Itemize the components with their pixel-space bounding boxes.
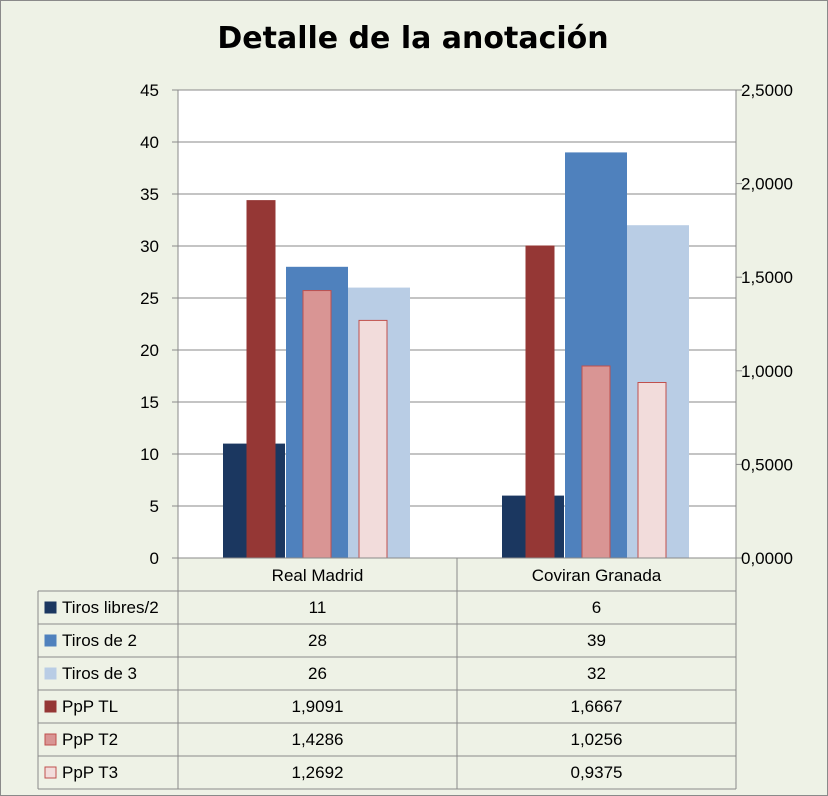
bar-ppp-tl-real-madrid (246, 200, 276, 559)
left-axis: 0 5 10 15 20 25 30 35 40 45 (140, 81, 179, 568)
left-tick-label: 5 (150, 497, 159, 516)
bar-ppp-tl-coviran-granada (525, 245, 555, 559)
left-tick-label: 35 (140, 185, 159, 204)
left-tick-label: 20 (140, 341, 159, 360)
legend-key-tiros-libres-2 (44, 601, 57, 614)
category-label: Real Madrid (272, 566, 364, 585)
legend-key-ppp-tl (44, 700, 57, 713)
right-tick-label: 0,5000 (741, 455, 793, 474)
category-label: Coviran Granada (532, 566, 662, 585)
legend-label-tiros-de-2: Tiros de 2 (62, 631, 137, 650)
data-label-ppp-tl-coviran-granada: 1,6667 (571, 697, 623, 716)
data-label-tiros-libres-2-real-madrid: 11 (309, 598, 327, 617)
legend-key-ppp-t2 (44, 733, 57, 746)
left-tick-label: 15 (140, 393, 159, 412)
bar-ppp-t2-coviran-granada (581, 365, 611, 559)
data-label-tiros-de-2-real-madrid: 28 (308, 631, 327, 650)
data-label-ppp-t2-coviran-granada: 1,0256 (571, 730, 623, 749)
legend-label-ppp-t2: PpP T2 (62, 730, 118, 749)
data-label-tiros-de-3-coviran-granada: 32 (587, 664, 606, 683)
legend-label-ppp-t3: PpP T3 (62, 763, 118, 782)
bar-ppp-t3-coviran-granada (637, 382, 667, 559)
legend-key-ppp-t3 (44, 766, 57, 779)
data-label-ppp-t3-coviran-granada: 0,9375 (571, 763, 623, 782)
legend-key-tiros-de-2 (44, 634, 57, 647)
left-tick-label: 40 (140, 133, 159, 152)
right-tick-label: 0,0000 (741, 549, 793, 568)
legend-label-ppp-tl: PpP TL (62, 697, 118, 716)
data-label-ppp-tl-real-madrid: 1,9091 (292, 697, 344, 716)
data-label-tiros-libres-2-coviran-granada: 6 (592, 598, 601, 617)
legend-key-tiros-de-3 (44, 667, 57, 680)
right-tick-label: 2,0000 (741, 175, 793, 194)
data-label-tiros-de-3-real-madrid: 26 (308, 664, 327, 683)
left-tick-label: 0 (150, 549, 159, 568)
data-label-ppp-t3-real-madrid: 1,2692 (292, 763, 344, 782)
left-tick-label: 10 (140, 445, 159, 464)
bar-ppp-t3-real-madrid (358, 319, 388, 559)
bar-ppp-t2-real-madrid (302, 290, 332, 559)
left-tick-label: 25 (140, 289, 159, 308)
data-label-ppp-t2-real-madrid: 1,4286 (292, 730, 344, 749)
bars (178, 152, 736, 559)
legend-label-tiros-libres-2: Tiros libres/2 (62, 598, 159, 617)
chart-title: Detalle de la anotación (217, 21, 609, 56)
legend-label-tiros-de-3: Tiros de 3 (62, 664, 137, 683)
right-tick-label: 2,5000 (741, 81, 793, 100)
right-tick-label: 1,5000 (741, 268, 793, 287)
data-label-tiros-de-2-coviran-granada: 39 (587, 631, 606, 650)
data-table: Real Madrid Coviran Granada Tiros libres/2… (37, 558, 737, 790)
left-tick-label: 45 (140, 81, 159, 100)
right-axis: 0,0000 0,5000 1,0000 1,5000 2,0000 2,5000 (735, 81, 793, 568)
left-tick-label: 30 (140, 237, 159, 256)
right-tick-label: 1,0000 (741, 362, 793, 381)
